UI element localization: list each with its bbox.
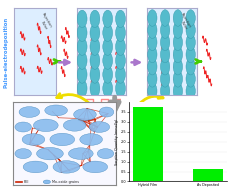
Circle shape (161, 83, 170, 99)
Text: Rejection
Pulse: Rejection Pulse (176, 12, 192, 30)
Circle shape (173, 83, 183, 99)
Circle shape (161, 22, 170, 38)
Ellipse shape (80, 134, 102, 145)
Ellipse shape (37, 147, 63, 160)
Circle shape (148, 71, 157, 87)
Ellipse shape (19, 107, 40, 117)
Circle shape (186, 10, 195, 26)
Circle shape (186, 83, 195, 99)
Circle shape (103, 24, 113, 41)
Ellipse shape (22, 134, 45, 145)
Ellipse shape (99, 107, 114, 117)
Circle shape (103, 38, 113, 55)
Ellipse shape (33, 119, 58, 132)
Ellipse shape (97, 149, 114, 159)
Circle shape (173, 34, 183, 51)
Text: Rejection
Pulse: Rejection Pulse (37, 12, 52, 30)
Circle shape (116, 80, 125, 97)
Circle shape (161, 34, 170, 51)
Circle shape (148, 34, 157, 51)
Circle shape (173, 22, 183, 38)
Circle shape (148, 46, 157, 63)
Circle shape (90, 38, 100, 55)
Text: Pulse-electrodeposition: Pulse-electrodeposition (4, 17, 9, 88)
Circle shape (77, 38, 87, 55)
Circle shape (77, 24, 87, 41)
Ellipse shape (15, 122, 31, 132)
Ellipse shape (50, 133, 75, 146)
Circle shape (116, 24, 125, 41)
Circle shape (116, 52, 125, 69)
Circle shape (103, 66, 113, 83)
Circle shape (186, 22, 195, 38)
Circle shape (77, 10, 87, 28)
Ellipse shape (69, 148, 93, 160)
Circle shape (90, 24, 100, 41)
Circle shape (103, 52, 113, 69)
Circle shape (173, 71, 183, 87)
Circle shape (161, 71, 170, 87)
Ellipse shape (15, 149, 31, 159)
Ellipse shape (74, 109, 96, 120)
Circle shape (161, 10, 170, 26)
Bar (133, 107, 163, 181)
Y-axis label: Sorption Quantity (mmol/g): Sorption Quantity (mmol/g) (115, 119, 119, 165)
Text: PEI: PEI (23, 180, 29, 184)
Ellipse shape (43, 180, 51, 184)
Circle shape (148, 10, 157, 26)
Circle shape (186, 58, 195, 75)
Circle shape (77, 52, 87, 69)
Circle shape (186, 34, 195, 51)
Ellipse shape (45, 105, 67, 116)
Circle shape (186, 46, 195, 63)
Ellipse shape (63, 119, 86, 131)
Text: Mo-oxide grains: Mo-oxide grains (52, 180, 79, 184)
Circle shape (77, 80, 87, 97)
Circle shape (161, 46, 170, 63)
Circle shape (103, 80, 113, 97)
Circle shape (90, 80, 100, 97)
Circle shape (148, 58, 157, 75)
Circle shape (173, 46, 183, 63)
Ellipse shape (23, 161, 48, 173)
Circle shape (173, 10, 183, 26)
Ellipse shape (83, 161, 108, 173)
Circle shape (148, 22, 157, 38)
Circle shape (186, 71, 195, 87)
Circle shape (90, 52, 100, 69)
Circle shape (116, 10, 125, 28)
Circle shape (161, 58, 170, 75)
Bar (193, 169, 223, 181)
Circle shape (116, 66, 125, 83)
Text: Deposition
Pulse: Deposition Pulse (91, 103, 112, 112)
Circle shape (77, 66, 87, 83)
Circle shape (90, 10, 100, 28)
Circle shape (103, 10, 113, 28)
Circle shape (173, 58, 183, 75)
Circle shape (148, 83, 157, 99)
Circle shape (90, 66, 100, 83)
Circle shape (116, 38, 125, 55)
Ellipse shape (53, 161, 80, 173)
Ellipse shape (89, 122, 110, 132)
